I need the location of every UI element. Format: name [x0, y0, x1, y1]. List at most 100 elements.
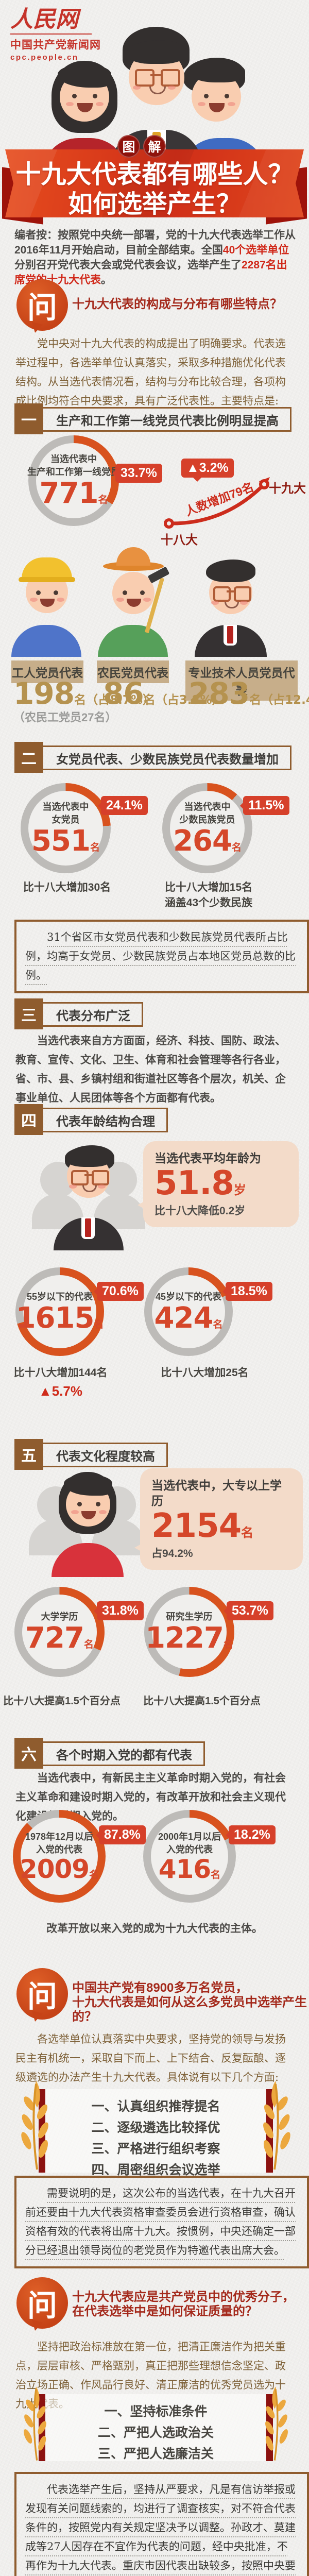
- farmer-count: 86名（占3.8%）: [103, 676, 224, 711]
- donut-under-55: 55岁以下的代表 1615名: [15, 1267, 104, 1356]
- percent-tag-18-2: 18.2%: [226, 1825, 276, 1844]
- donut-women: 当选代表中 女党员 551名: [21, 783, 111, 873]
- laurel-icon-left: [21, 2081, 48, 2170]
- feature-4-section: 四 代表年龄结构合理 当选代表平均年龄为 51.8岁 比十八大降低0.2岁: [0, 1104, 309, 1409]
- card-subtext: 比十八大降低0.2岁: [154, 1205, 246, 1217]
- donut-label2: 女党员: [52, 814, 80, 825]
- count-detail: 名（占8.7%）: [74, 693, 154, 707]
- unit: 名: [231, 841, 242, 853]
- highlight-40-units: 40个选举单位: [222, 244, 289, 256]
- value: 424: [154, 1301, 214, 1335]
- donut-under-45: 45岁以下的代表 424名: [144, 1267, 233, 1356]
- feature-2-title: 女党员代表、少数民族党员代表数量增加: [29, 745, 291, 770]
- delta-tag-3-2: ▲3.2%: [181, 459, 234, 482]
- question-mark: 问: [27, 1980, 57, 2013]
- list-item: 三、严格进行组织考察: [91, 2142, 220, 2156]
- percent-tag-87-8: 87.8%: [96, 1825, 146, 1844]
- under-45-caption: 比十八大增加25名: [161, 1367, 249, 1379]
- list-item: 一、坚持标准条件: [104, 2404, 208, 2419]
- professional-count: 283名（占12.4%）: [188, 676, 309, 711]
- count: 283: [188, 676, 250, 711]
- logo-url: cpc.people.cn: [10, 53, 79, 62]
- worker-label: 工人党员代表: [11, 660, 83, 683]
- donut-label: 当选代表中: [42, 801, 89, 812]
- value: 264: [173, 824, 232, 858]
- donut-label: 当选代表中: [184, 801, 231, 812]
- list-item: 一、认真组织推荐提名: [91, 2099, 220, 2114]
- farmer-label: 农民党员代表: [97, 660, 169, 683]
- question-bubble-icon: 问: [16, 1968, 68, 2020]
- laurel-list-1: 一、认真组织推荐提名 二、逐级遴选比较择优 三、严格进行组织考察 四、周密组织会…: [21, 2081, 290, 2177]
- note-text: 需要说明的是，这次公布的当选代表，在十九大召开前还要由十九大代表资格审查委员会进…: [25, 2187, 296, 2257]
- university-caption: 比十八大提高1.5个百分点: [3, 1696, 121, 1707]
- question-bubble-icon: 问: [16, 279, 68, 331]
- caption-line2: 涵盖43个少数民族: [164, 897, 253, 909]
- unit: 名: [211, 1869, 221, 1880]
- donut-university: 大学学历 727名: [14, 1587, 105, 1677]
- unit: 名: [94, 1318, 104, 1330]
- question-1-title: 十九大代表的构成与分布有哪些特点？: [72, 297, 282, 311]
- feature-2-header: 二 女党员代表、少数民族党员代表数量增加: [14, 742, 291, 773]
- feature-5-title: 代表文化程度较高: [29, 1443, 168, 1467]
- percent-tag-24-1: 24.1%: [98, 796, 148, 815]
- percent-tag-31-8: 31.8%: [94, 1601, 144, 1620]
- donut-frontline: 当选代表中 生产和工作第一线党员 771名: [27, 435, 120, 526]
- title-ribbon: [5, 149, 304, 217]
- list-item: 三、严把人选廉洁关: [97, 2447, 214, 2461]
- list-items: 一、坚持标准条件 二、严把人选政治关 三、严把人选廉洁关: [49, 2401, 263, 2465]
- feature-6-section: 六 各个时期入党的都有代表 当选代表中，有新民主主义革命时期入党的，有社会主义革…: [0, 1738, 309, 1942]
- value: 727: [25, 1621, 84, 1655]
- average-age-card: 当选代表平均年龄为 51.8岁 比十八大降低0.2岁: [138, 1141, 299, 1228]
- list-items: 一、认真组织推荐提名 二、逐级遴选比较择优 三、严格进行组织考察 四、周密组织会…: [49, 2096, 263, 2181]
- postgraduate-caption: 比十八大提高1.5个百分点: [143, 1696, 261, 1707]
- value: 51.8: [154, 1164, 234, 1202]
- count-detail: 名（占12.4%）: [249, 693, 309, 707]
- donut-label: 研究生学历: [166, 1612, 213, 1622]
- question-2-answer: 各选举单位认真落实中央要求，坚持党的领导与发扬民主有机统一，采取自下而上、上下结…: [15, 2033, 286, 2083]
- count-detail: 名（占3.8%）: [143, 693, 224, 707]
- editor-note-text3: 。: [101, 274, 112, 286]
- feature-3-header: 三 代表分布广泛: [14, 998, 143, 1029]
- laurel-icon-right: [265, 2386, 288, 2461]
- laurel-list-2: 一、坚持标准条件 二、严把人选政治关 三、严把人选廉洁关: [24, 2386, 288, 2461]
- value: 1227: [145, 1621, 224, 1655]
- professional-label: 专业技术人员党员代表: [185, 660, 298, 701]
- laurel-icon-left: [24, 2386, 46, 2461]
- minority-caption: 比十八大增加15名 涵盖43个少数民族: [149, 880, 268, 911]
- percent-tag-18-5: 18.5%: [222, 1282, 272, 1301]
- donut-label: 1978年12月以后: [25, 1831, 94, 1842]
- feature-6-caption: 改革开放以来入党的成为十九大代表的主体。: [46, 1923, 263, 1935]
- feature-2-section: 二 女党员代表、少数民族党员代表数量增加 当选代表中 女党员 551名 24.1…: [0, 742, 309, 993]
- card-value: 51.8岁: [154, 1164, 287, 1202]
- list-item: 四、周密组织会议选举: [91, 2163, 220, 2177]
- feature-5-number: 五: [14, 1439, 43, 1470]
- donut-label2: 生产和工作第一线党员: [27, 467, 120, 478]
- logo-subtitle: 中国共产党新闻网: [10, 39, 101, 51]
- card-subtext: 占94.2%: [151, 1548, 193, 1560]
- value: 771: [39, 477, 99, 511]
- unit: 名: [90, 841, 100, 853]
- migrant-worker-note: （农民工党员27名）: [13, 711, 117, 724]
- value: 2154: [151, 1507, 242, 1545]
- caption-line1: 比十八大增加15名: [164, 882, 253, 893]
- title-line1: 十九大代表应是共产党员中的优秀分子，: [72, 2290, 295, 2304]
- label-18th: 十八大: [161, 533, 198, 547]
- donut-postgraduate: 研究生学历 1227名: [144, 1587, 234, 1677]
- unit: 名: [213, 1318, 223, 1330]
- question-3-note: 代表选举产生后，坚持从严要求，凡是有信访举报或发现有关问题线索的，均进行了调查核…: [14, 2472, 309, 2576]
- feature-6-number: 六: [14, 1738, 43, 1769]
- donut-label: 大学学历: [41, 1612, 78, 1622]
- card-title: 当选代表中，大专以上学历: [151, 1479, 282, 1507]
- badge-tu: 图: [117, 135, 140, 158]
- note-text: 31个省区市女党员代表和少数民族党员代表所占比例，均高于女党员、少数民族党员占本…: [25, 931, 296, 981]
- women-caption: 比十八大增加30名: [23, 882, 111, 893]
- feature-3-number: 三: [14, 998, 43, 1029]
- feature-4-title: 代表年龄结构合理: [29, 1108, 168, 1132]
- donut-hole: [36, 443, 111, 518]
- feature-3-section: 三 代表分布广泛 当选代表来自方方面面，经济、科技、国防、政法、教育、宣传、文化…: [0, 998, 309, 1104]
- hat-brim: [19, 577, 75, 582]
- question-mark: 问: [27, 291, 57, 325]
- count: 86: [103, 676, 144, 711]
- unit: 名: [89, 1869, 99, 1880]
